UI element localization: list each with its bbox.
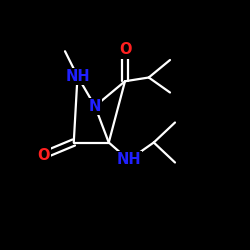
Text: N: N <box>89 99 101 114</box>
Text: NH: NH <box>65 69 90 84</box>
Text: NH: NH <box>116 152 141 168</box>
Text: O: O <box>119 42 131 58</box>
Text: O: O <box>38 148 50 162</box>
